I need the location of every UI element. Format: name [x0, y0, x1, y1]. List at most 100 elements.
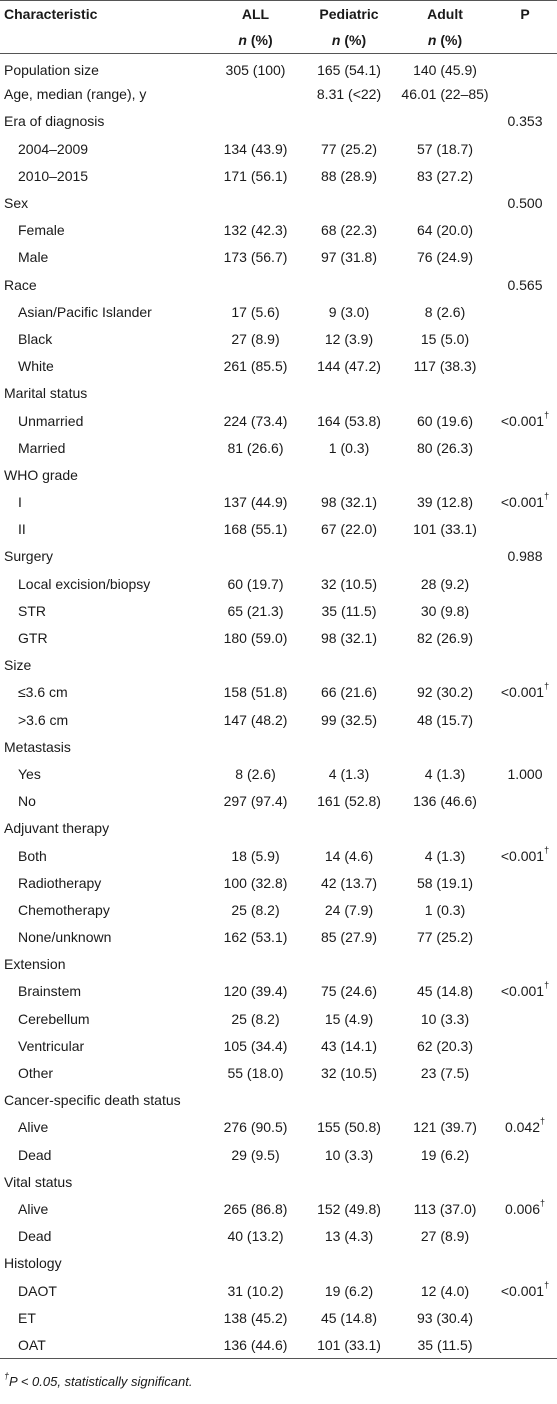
cell-p: [493, 815, 557, 842]
table-group-row: Metastasis: [0, 733, 557, 760]
table-row: Asian/Pacific Islander 17 (5.6) 9 (3.0) 8 (…: [0, 298, 557, 325]
cell-pediatric: [301, 189, 397, 216]
cell-pediatric: 12 (3.9): [324, 330, 374, 347]
cell-p: <0.001†: [493, 1277, 557, 1304]
cell-all: 8 (2.6): [235, 765, 276, 782]
cell-p: [493, 461, 557, 488]
cell-adult: [397, 108, 493, 135]
cell-pediatric: 68 (22.3): [320, 222, 378, 239]
cell-p: [493, 869, 557, 896]
cell-p: [493, 81, 557, 108]
cell-p: [493, 217, 557, 244]
table-row: Population size 305 (100) 165 (54.1) 140 (4…: [0, 54, 557, 81]
cell-p: [493, 924, 557, 951]
cell-label: Size: [4, 657, 32, 674]
table-row: Male 173 (56.7) 97 (31.8) 76 (24.9): [0, 244, 557, 271]
significance-mark: †: [544, 844, 550, 855]
cell-adult: 64 (20.0): [416, 222, 474, 239]
p-value: 0.006: [504, 1200, 541, 1217]
cell-adult: 45 (14.8): [416, 983, 474, 1000]
cell-adult: 76 (24.9): [416, 249, 474, 266]
cell-all: 173 (56.7): [223, 249, 288, 266]
cell-pediatric: [301, 271, 397, 298]
table-group-row: Extension: [0, 951, 557, 978]
cell-p: [493, 1223, 557, 1250]
cell-pediatric: [301, 380, 397, 407]
table-row: Cerebellum 25 (8.2) 15 (4.9) 10 (3.3): [0, 1005, 557, 1032]
cell-adult: 82 (26.9): [416, 630, 474, 647]
cell-adult: 48 (15.7): [416, 711, 474, 728]
significance-mark: †: [544, 491, 550, 502]
footnote: †P < 0.05, statistically significant.: [4, 1371, 192, 1389]
cell-all: 297 (97.4): [223, 793, 288, 810]
cell-label: Sex: [4, 195, 29, 212]
header-all: ALL: [241, 6, 270, 22]
cell-all: 29 (9.5): [231, 1146, 280, 1163]
cell-all: 265 (86.8): [223, 1200, 288, 1217]
table-row: I 137 (44.9) 98 (32.1) 39 (12.8) <0.001†: [0, 489, 557, 516]
cell-p: [493, 706, 557, 733]
cell-all: 65 (21.3): [227, 602, 284, 619]
cell-label: OAT: [18, 1336, 46, 1353]
cell-adult: 83 (27.2): [416, 167, 474, 184]
cell-adult: 35 (11.5): [417, 1336, 473, 1353]
cell-label: Marital status: [4, 385, 88, 402]
header-sub-n: n: [427, 32, 437, 48]
cell-label: Era of diagnosis: [4, 113, 105, 130]
cell-label: Dead: [18, 1146, 52, 1163]
cell-all: 168 (55.1): [223, 521, 288, 538]
cell-adult: 12 (4.0): [420, 1282, 470, 1299]
cell-label: 2004–2009: [18, 140, 89, 157]
cell-label: Dead: [18, 1228, 52, 1245]
table-row: >3.6 cm 147 (48.2) 99 (32.5) 48 (15.7): [0, 706, 557, 733]
cell-all: 60 (19.7): [227, 575, 284, 592]
cell-adult: 46.01 (22–85): [401, 86, 489, 103]
cell-p: <0.001†: [493, 489, 557, 516]
table-group-row: WHO grade: [0, 461, 557, 488]
cell-p: [493, 353, 557, 380]
cell-all: 25 (8.2): [231, 901, 280, 918]
cell-all: 134 (43.9): [223, 140, 288, 157]
header-sub-pct: (%): [246, 32, 273, 48]
cell-label: Age, median (range), y: [4, 86, 147, 103]
cell-all: 105 (34.4): [223, 1037, 288, 1054]
cell-label: Alive: [18, 1119, 49, 1136]
cell-pediatric: 152 (49.8): [317, 1200, 381, 1217]
cell-adult: [397, 189, 493, 216]
p-value: <0.001: [500, 494, 545, 511]
table-group-row: Surgery 0.988: [0, 543, 557, 570]
cell-all: 276 (90.5): [223, 1119, 288, 1136]
cell-p: [493, 624, 557, 651]
cell-all: 18 (5.9): [231, 847, 280, 864]
header-adult: Adult: [427, 6, 463, 22]
p-value: 0.500: [507, 195, 543, 212]
cell-all: [210, 543, 301, 570]
cell-label: Cancer-specific death status: [4, 1092, 181, 1109]
cell-p: <0.001†: [493, 842, 557, 869]
table-row: Radiotherapy 100 (32.8) 42 (13.7) 58 (19.1): [0, 869, 557, 896]
cell-adult: [397, 271, 493, 298]
p-value: 1.000: [507, 765, 543, 782]
p-value: <0.001: [500, 983, 545, 1000]
cell-adult: 1 (0.3): [424, 901, 466, 918]
cell-label: II: [18, 521, 26, 538]
cell-label: None/unknown: [18, 929, 112, 946]
cell-adult: [397, 733, 493, 760]
cell-pediatric: 155 (50.8): [317, 1119, 381, 1136]
cell-all: 25 (8.2): [231, 1010, 280, 1027]
table-row: Black 27 (8.9) 12 (3.9) 15 (5.0): [0, 325, 557, 352]
cell-p: [493, 1032, 557, 1059]
table-row: STR 65 (21.3) 35 (11.5) 30 (9.8): [0, 597, 557, 624]
cell-label: Black: [18, 330, 53, 347]
cell-all: 158 (51.8): [223, 684, 288, 701]
cell-pediatric: 35 (11.5): [321, 602, 377, 619]
cell-pediatric: 10 (3.3): [324, 1146, 374, 1163]
table-body: Population size 305 (100) 165 (54.1) 140 (4…: [0, 54, 557, 1359]
cell-all: 224 (73.4): [223, 412, 288, 429]
cell-all: [210, 271, 301, 298]
cell-pediatric: 67 (22.0): [320, 521, 378, 538]
cell-pediatric: 98 (32.1): [320, 630, 378, 647]
cell-label: Both: [18, 847, 47, 864]
cell-pediatric: [301, 1250, 397, 1277]
